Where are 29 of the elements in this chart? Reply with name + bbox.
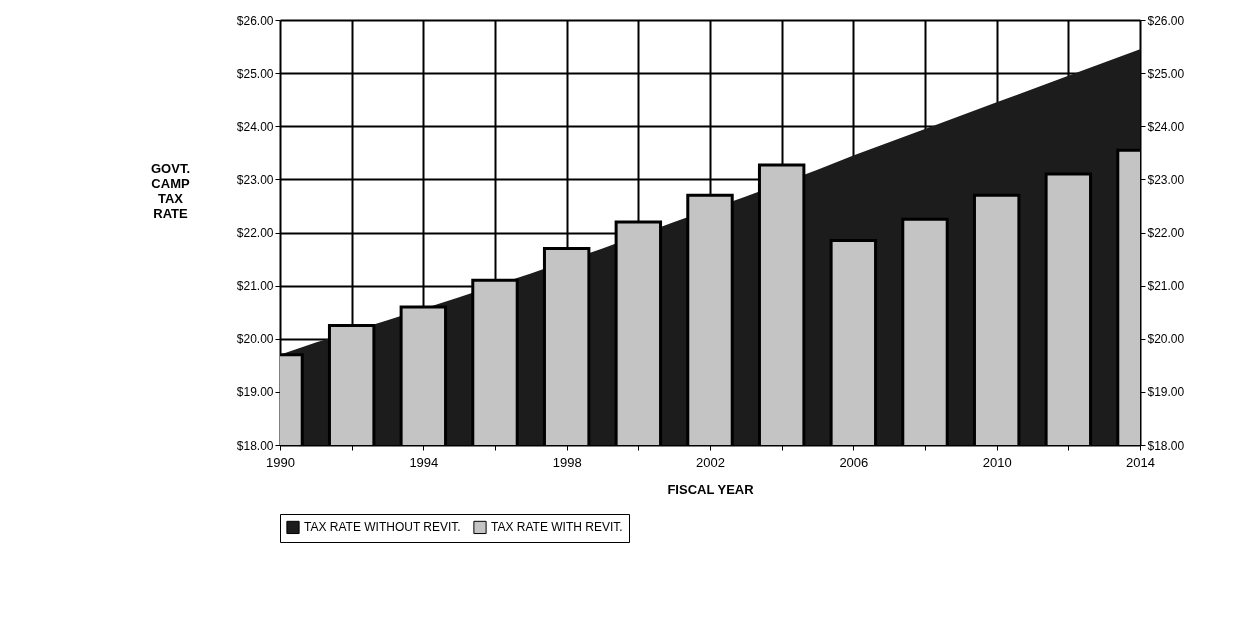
y2-tick-label: $25.00 <box>1147 66 1185 81</box>
x-axis-title: FISCAL YEAR <box>667 481 755 497</box>
y-tick-label: $23.00 <box>236 172 274 187</box>
x-tick-label: 1998 <box>552 454 582 470</box>
y-tick-label: $24.00 <box>236 119 274 134</box>
y-tick-label: $18.00 <box>236 438 274 453</box>
y-axis-title: GOVT. CAMP TAX RATE <box>150 161 191 222</box>
x-tick-label: 2010 <box>982 454 1012 470</box>
y2-tick-label: $22.00 <box>1147 226 1185 240</box>
x-tick-label: 1994 <box>409 454 439 470</box>
y-tick-label: $21.00 <box>236 279 274 294</box>
y-tick-label: $20.00 <box>236 332 274 347</box>
legend-label: TAX RATE WITH REVIT. <box>491 520 623 535</box>
y2-tick-label: $23.00 <box>1147 172 1185 187</box>
y2-tick-label: $21.00 <box>1147 279 1185 294</box>
y-tick-label: $22.00 <box>236 226 274 240</box>
x-tick-label: 2014 <box>1126 454 1155 470</box>
x-tick-label: 2006 <box>839 454 869 470</box>
y2-tick-label: $18.00 <box>1147 438 1185 453</box>
y-tick-label: $25.00 <box>236 66 274 81</box>
y-tick-label: $26.00 <box>236 13 274 28</box>
y2-tick-label: $24.00 <box>1147 119 1185 134</box>
x-tick-label: 1990 <box>266 454 295 470</box>
y-tick-label: $19.00 <box>236 385 274 400</box>
y2-tick-label: $26.00 <box>1147 13 1185 28</box>
x-tick-label: 2002 <box>696 454 725 470</box>
y2-tick-label: $19.00 <box>1147 385 1185 400</box>
y2-tick-label: $20.00 <box>1147 332 1185 347</box>
legend-label: TAX RATE WITHOUT REVIT. <box>304 520 461 535</box>
